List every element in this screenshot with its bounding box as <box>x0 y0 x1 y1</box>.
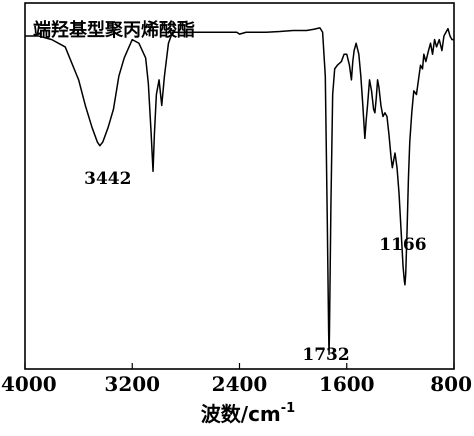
x-axis-title-text: 波数/cm <box>201 402 281 426</box>
x-tick-label: 4000 <box>1 372 57 396</box>
x-axis-title: 波数/cm-1 <box>201 401 295 426</box>
x-tick-label: 2400 <box>212 372 268 396</box>
x-tick-label: 800 <box>430 372 472 396</box>
x-tick-label: 3200 <box>104 372 160 396</box>
chart-title: 端羟基型聚丙烯酸酯 <box>33 19 195 41</box>
x-axis-tick-labels: 4000 3200 2400 1600 800 <box>1 372 472 396</box>
spectrum-line <box>25 27 454 356</box>
x-axis-ticks <box>24 363 455 369</box>
x-tick-label: 1600 <box>319 372 375 396</box>
peak-label: 3442 <box>84 169 131 189</box>
peak-annotations: 3442 1166 1732 <box>84 169 426 365</box>
peak-label: 1732 <box>302 345 349 365</box>
peak-label: 1166 <box>379 235 426 255</box>
x-axis-title-superscript: -1 <box>281 401 295 416</box>
